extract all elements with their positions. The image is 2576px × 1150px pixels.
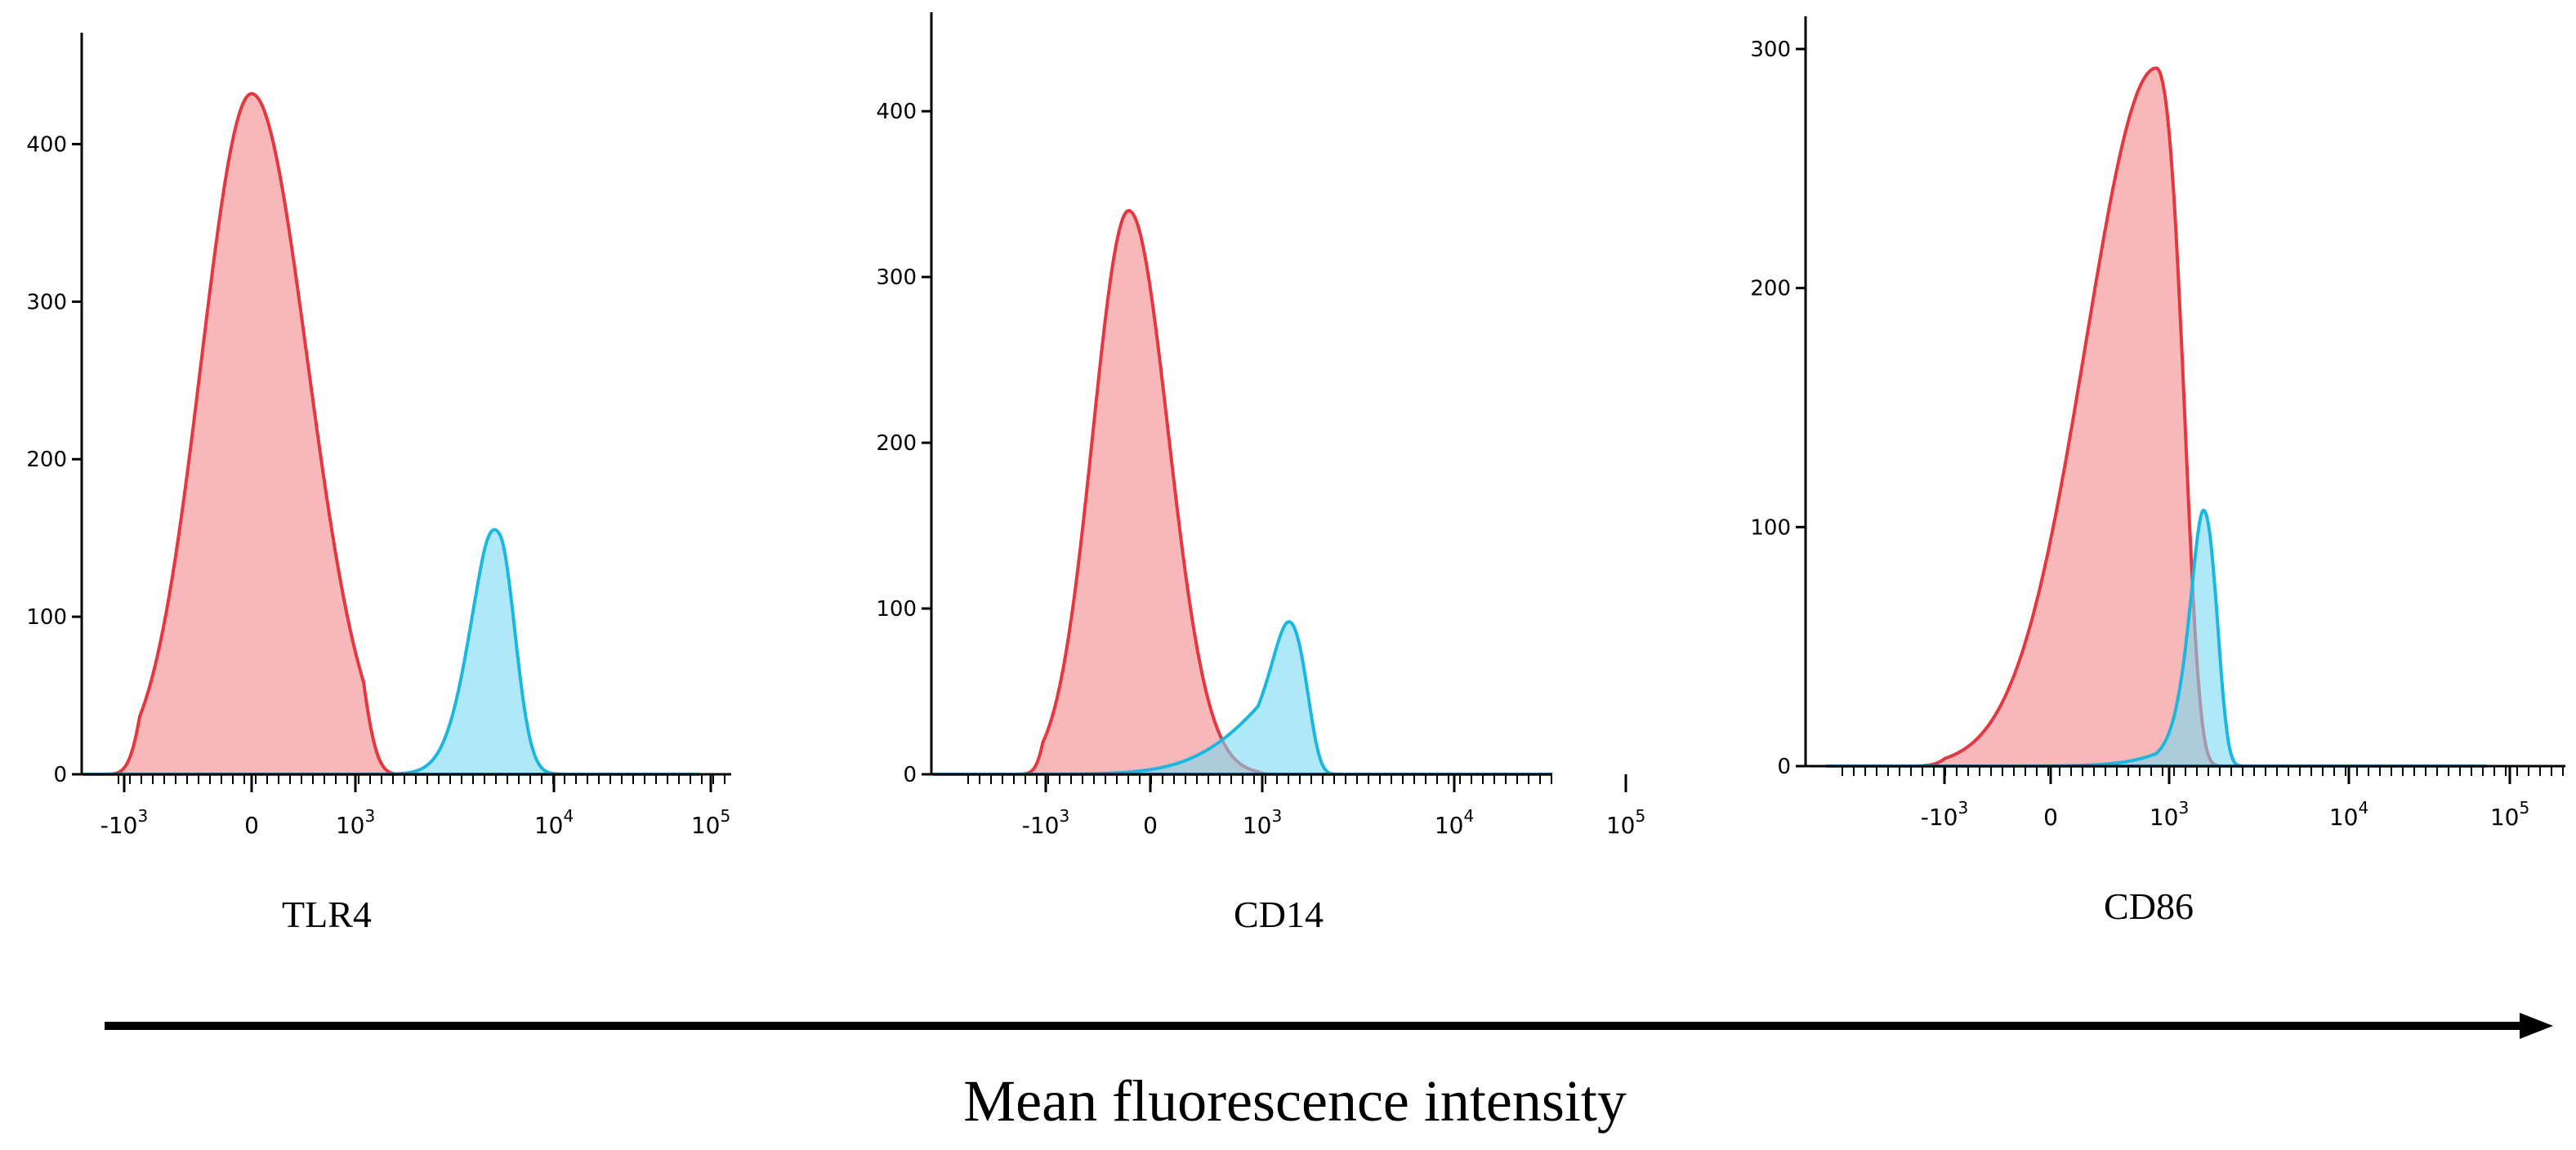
x-tick-label: 104 [2329, 798, 2368, 831]
y-tick-label: 0 [53, 763, 67, 787]
x-tick-label: 0 [244, 812, 259, 839]
histogram-panel-cd86: 0 100 200 300 -103 0 103 104 105 CD86 [1750, 16, 2565, 927]
x-tick-label: 104 [534, 806, 574, 839]
y-tick-label: 100 [876, 597, 917, 622]
x-tick-label: 103 [2150, 798, 2189, 831]
series-stained-cd14 [933, 620, 1552, 776]
series-control-cd86 [1826, 66, 2487, 768]
x-tick-label: 105 [691, 806, 730, 839]
series-control-cd14 [933, 209, 1552, 776]
panel-label-cd14: CD14 [1234, 894, 1324, 935]
x-tick-label: 0 [2043, 804, 2058, 831]
y-tick-label: 300 [26, 290, 67, 314]
y-tick-label: 300 [1750, 38, 1791, 62]
y-tick-label: 400 [876, 100, 917, 124]
x-tick-label: 103 [336, 806, 375, 839]
mfi-arrow [105, 1013, 2553, 1039]
histogram-panel-cd14: 0 100 200 300 400 -103 0 103 104 105 CD14 [876, 12, 1645, 935]
y-tick-label: 100 [26, 605, 67, 630]
y-tick-label: 400 [26, 132, 67, 157]
y-tick-label: 200 [26, 448, 67, 472]
x-axis-caption: Mean fluorescence intensity [963, 1068, 1627, 1134]
y-tick-label: 200 [876, 431, 917, 456]
x-tick-label: 0 [1143, 812, 1158, 839]
x-tick-label: 105 [1606, 806, 1645, 839]
x-tick-label: -103 [1921, 798, 1968, 831]
x-tick-label: -103 [100, 806, 148, 839]
y-tick-label: 200 [1750, 277, 1791, 301]
x-tick-label: 103 [1243, 806, 1282, 839]
x-tick-label: 104 [1435, 806, 1474, 839]
series-control-tlr4 [83, 91, 700, 776]
y-tick-label: 300 [876, 265, 917, 290]
panel-label-tlr4: TLR4 [282, 894, 372, 935]
x-tick-label: 105 [2490, 798, 2529, 831]
mfi-arrow-head [2520, 1013, 2553, 1039]
y-tick-label: 0 [1777, 755, 1791, 779]
panel-label-cd86: CD86 [2104, 885, 2194, 927]
y-tick-label: 0 [903, 763, 917, 787]
histogram-panel-tlr4: 0 100 200 300 400 -103 0 103 104 105 TLR4 [26, 33, 731, 935]
x-tick-label: -103 [1022, 806, 1069, 839]
panels: 0 100 200 300 400 -103 0 103 104 105 TLR4 0 100 200 30… [26, 12, 2565, 935]
y-tick-label: 100 [1750, 515, 1791, 540]
